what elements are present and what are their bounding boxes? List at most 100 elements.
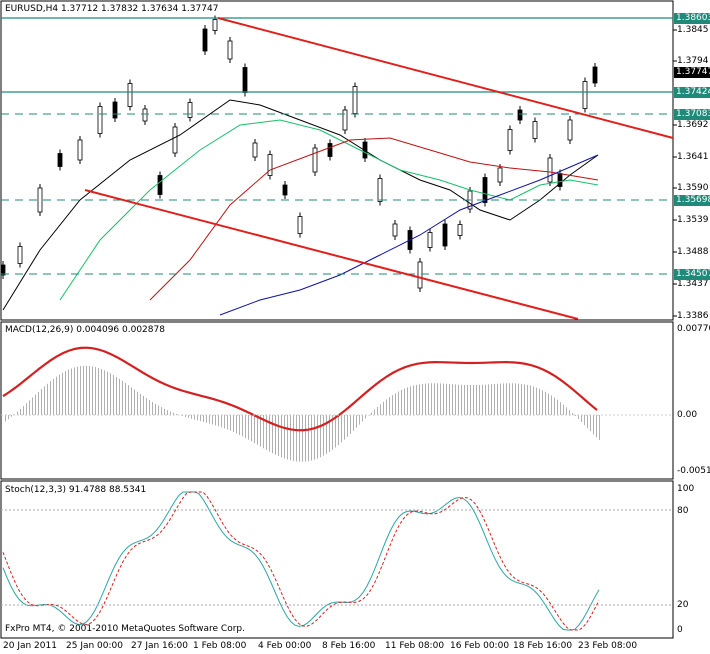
macd-bar xyxy=(176,413,177,415)
price-axis-label: 1.3794 xyxy=(677,56,709,66)
macd-bar xyxy=(113,375,114,415)
candle xyxy=(267,154,273,176)
macd-bar xyxy=(23,406,24,415)
trendline-lower[interactable] xyxy=(84,189,579,320)
macd-bar xyxy=(302,415,303,462)
macd-bar xyxy=(503,383,504,415)
macd-bar xyxy=(521,383,522,415)
macd-bar xyxy=(518,383,519,415)
macd-bar xyxy=(293,415,294,462)
macd-bar xyxy=(422,383,423,415)
macd-bar xyxy=(308,415,309,462)
macd-bar xyxy=(578,415,579,420)
macd-bar xyxy=(383,401,384,415)
macd-bar xyxy=(599,415,600,441)
macd-bar xyxy=(260,415,261,447)
macd-bar xyxy=(47,383,48,415)
macd-bar xyxy=(206,415,207,423)
macd-bar xyxy=(5,415,6,422)
macd-bar xyxy=(392,395,393,415)
macd-bar xyxy=(566,407,567,415)
candle xyxy=(297,216,303,234)
macd-bar xyxy=(236,415,237,434)
macd-bar xyxy=(581,415,582,423)
macd-bar xyxy=(560,402,561,415)
trendline-upper[interactable] xyxy=(217,17,674,139)
macd-bar xyxy=(350,415,351,434)
macd-bar xyxy=(344,415,345,440)
macd-bar xyxy=(590,415,591,432)
macd-bar xyxy=(17,411,18,415)
macd-bar xyxy=(554,397,555,415)
macd-bar xyxy=(128,385,129,415)
main-price-panel[interactable] xyxy=(0,0,674,321)
macd-bar xyxy=(290,415,291,461)
macd-bar xyxy=(110,373,111,415)
candle xyxy=(442,223,448,247)
candle xyxy=(567,119,573,141)
candle xyxy=(157,175,163,195)
macd-bar xyxy=(263,415,264,449)
macd-bar xyxy=(515,383,516,415)
macd-bar xyxy=(542,390,543,415)
macd-bar xyxy=(248,415,249,440)
macd-bar xyxy=(362,415,363,422)
stochastic-panel[interactable] xyxy=(0,480,674,639)
macd-bar xyxy=(440,383,441,415)
stoch-axis-label: 80 xyxy=(677,506,689,516)
macd-bar xyxy=(80,366,81,415)
macd-bar xyxy=(479,384,480,415)
candle xyxy=(377,178,383,202)
macd-bar xyxy=(35,394,36,415)
macd-bar xyxy=(305,415,306,462)
macd-bar xyxy=(287,415,288,460)
macd-bar xyxy=(419,384,420,415)
macd-bar xyxy=(56,376,57,415)
macd-bar xyxy=(377,406,378,415)
macd-bar xyxy=(125,382,126,415)
stoch-series-group xyxy=(2,491,600,631)
candle xyxy=(17,246,23,264)
macd-header: MACD(12,26,9) 0.004096 0.002878 xyxy=(5,325,165,335)
main-chart-header: EURUSD,H4 1.37712 1.37832 1.37634 1.3774… xyxy=(5,4,219,14)
macd-bar xyxy=(491,384,492,415)
macd-bar xyxy=(509,383,510,415)
macd-bar xyxy=(485,384,486,415)
macd-bar xyxy=(311,415,312,461)
macd-bar xyxy=(464,384,465,415)
macd-bar xyxy=(569,410,570,415)
macd-bar xyxy=(434,383,435,415)
macd-bar xyxy=(158,405,159,415)
candle xyxy=(57,153,63,167)
macd-bar xyxy=(437,383,438,415)
macd-bar xyxy=(242,415,243,437)
macd-bar xyxy=(218,415,219,427)
macd-bar xyxy=(155,403,156,415)
macd-bar xyxy=(512,383,513,415)
candle xyxy=(282,184,288,196)
macd-bar xyxy=(320,415,321,458)
macd-bar xyxy=(137,391,138,415)
macd-bar xyxy=(77,366,78,415)
macd-bar xyxy=(593,415,594,435)
price-axis-label: 1.3692 xyxy=(677,120,709,130)
macd-bar xyxy=(470,384,471,415)
macd-bar xyxy=(161,407,162,415)
macd-bar xyxy=(227,415,228,430)
macd-bar xyxy=(533,386,534,415)
macd-bar xyxy=(494,383,495,415)
candle xyxy=(482,177,488,203)
macd-bar xyxy=(209,415,210,424)
candle xyxy=(97,106,103,134)
macd-bar xyxy=(296,415,297,462)
price-axis-label: 1.3845 xyxy=(677,25,709,35)
macd-bar xyxy=(26,403,27,415)
candle xyxy=(362,141,368,159)
time-axis-label: 1 Feb 08:00 xyxy=(193,641,247,651)
candle xyxy=(142,108,148,122)
macd-bar xyxy=(545,391,546,415)
macd-bar xyxy=(398,391,399,415)
macd-bar xyxy=(29,400,30,415)
